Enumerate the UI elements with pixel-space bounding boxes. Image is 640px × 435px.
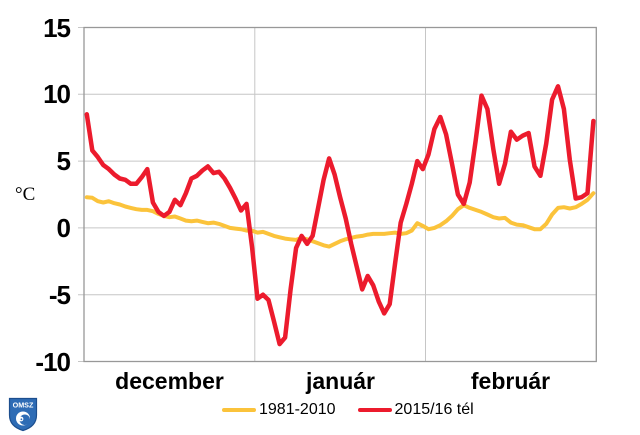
legend-swatch-2015-16 [357,408,392,412]
y-tick-label: 15 [43,12,71,43]
series-line-2015-16 [84,84,596,347]
legend-swatch-1981-2010 [222,408,256,412]
series-line-1981-2010 [84,191,596,249]
plot-border [83,26,597,363]
omsz-logo-icon: OMSZ [8,397,38,432]
y-tick-label: 0 [56,212,71,243]
month-label-december: december [115,368,224,394]
month-label-february: február [470,368,551,394]
y-tick-label: -10 [35,346,71,377]
legend-item-winter: 2015/16 tél [357,401,474,419]
y-tick-label: 5 [56,146,71,177]
month-label-january: január [305,368,376,394]
legend-item-normal: 1981-2010 [222,401,336,419]
legend-label-1981-2010: 1981-2010 [259,401,336,418]
y-axis-unit-label: °C [15,184,36,205]
y-tick-label: 10 [43,79,71,110]
y-tick-label: -5 [48,279,71,310]
legend: 1981-2010 2015/16 tél [222,400,474,420]
logo-wave-icon [16,411,31,426]
legend-label-2015-16: 2015/16 tél [394,401,474,418]
logo-text: OMSZ [13,401,34,410]
